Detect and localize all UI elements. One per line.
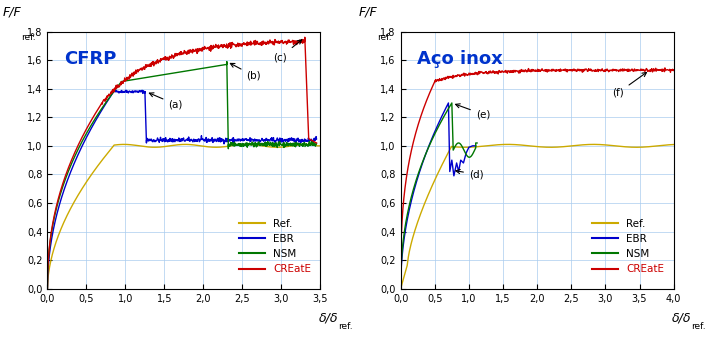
Text: F/F: F/F xyxy=(359,6,377,19)
Text: (e): (e) xyxy=(456,104,490,119)
Text: (d): (d) xyxy=(456,169,484,179)
Text: ref.: ref. xyxy=(691,322,705,331)
Text: CFRP: CFRP xyxy=(64,50,116,67)
Text: Aço inox: Aço inox xyxy=(417,50,503,67)
Text: (f): (f) xyxy=(613,72,647,98)
Legend: Ref., EBR, NSM, CREatE: Ref., EBR, NSM, CREatE xyxy=(235,214,316,278)
Legend: Ref., EBR, NSM, CREatE: Ref., EBR, NSM, CREatE xyxy=(588,214,669,278)
Text: (c): (c) xyxy=(274,40,302,62)
Text: δ/δ: δ/δ xyxy=(319,312,338,325)
Text: F/F: F/F xyxy=(3,6,21,19)
Text: ref.: ref. xyxy=(377,33,391,42)
Text: ref.: ref. xyxy=(21,33,35,42)
Text: (b): (b) xyxy=(230,63,261,81)
Text: (a): (a) xyxy=(150,93,183,109)
Text: δ/δ: δ/δ xyxy=(672,312,691,325)
Text: ref.: ref. xyxy=(337,322,352,331)
